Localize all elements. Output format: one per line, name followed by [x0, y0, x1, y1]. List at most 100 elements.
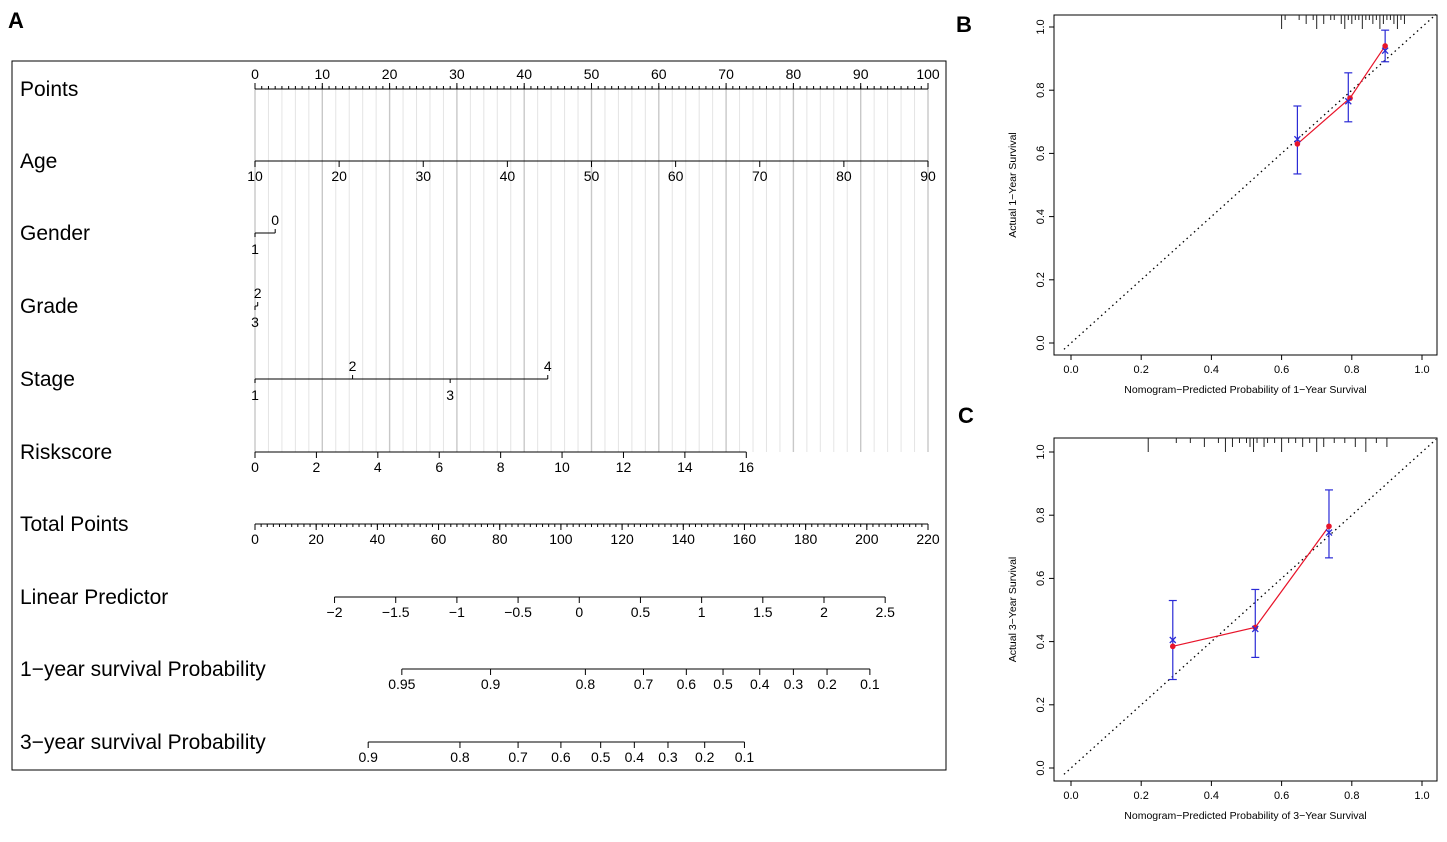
- tick-label: 30: [415, 168, 431, 184]
- tick-label: 0.1: [735, 749, 755, 765]
- tick-label: 0: [251, 459, 259, 475]
- plot-frame: [1053, 14, 1438, 356]
- tick-label: 40: [500, 168, 516, 184]
- x-tick-label: 0.4: [1204, 790, 1219, 802]
- nomogram-row: Riskscore 0 2 4 6 8 10 12 14 16: [20, 441, 754, 475]
- tick-label: 0.1: [860, 676, 880, 692]
- tick-label: 180: [794, 531, 818, 547]
- tick-label: 0.95: [388, 676, 415, 692]
- category-level-label: 1: [251, 387, 259, 403]
- category-level-label: 2: [254, 285, 262, 301]
- tick-label: 0.8: [450, 749, 470, 765]
- tick-label: 100: [916, 66, 940, 82]
- observed-point: [1252, 624, 1259, 631]
- tick-label: 0.7: [634, 676, 654, 692]
- corrected-point: [1325, 529, 1333, 537]
- tick-label: 0.3: [784, 676, 804, 692]
- tick-label: 2.5: [875, 604, 895, 620]
- tick-label: 0.4: [750, 676, 770, 692]
- tick-label: −2: [327, 604, 343, 620]
- tick-label: 0.2: [817, 676, 837, 692]
- y-tick-label: 0.0: [1035, 760, 1047, 775]
- tick-label: 140: [672, 531, 696, 547]
- tick-label: 0.8: [576, 676, 596, 692]
- nomogram-row: Stage 1 2 3 4: [20, 358, 552, 403]
- tick-label: 30: [449, 66, 465, 82]
- tick-label: 220: [916, 531, 940, 547]
- tick-label: 2: [820, 604, 828, 620]
- row-label: Grade: [20, 295, 78, 318]
- y-tick-label: 0.8: [1035, 508, 1047, 523]
- observed-line: [1297, 45, 1386, 145]
- tick-label: −1: [449, 604, 465, 620]
- observed-point: [1294, 141, 1301, 147]
- tick-label: 8: [497, 459, 505, 475]
- category-level-label: 2: [349, 358, 357, 374]
- row-label: Stage: [20, 368, 75, 391]
- category-level-label: 3: [251, 314, 259, 330]
- x-axis-label: Nomogram−Predicted Probability of 1−Year…: [1124, 384, 1366, 396]
- nomogram-row: Total Points 0 20 40 60 80 100 120 140 160 180 200 2…: [20, 513, 940, 547]
- tick-label: 0.4: [625, 749, 645, 765]
- panel-label-a: A: [8, 8, 24, 33]
- tick-label: 70: [718, 66, 734, 82]
- category-level-label: 4: [544, 358, 552, 374]
- corrected-point: [1293, 135, 1301, 143]
- tick-label: 70: [752, 168, 768, 184]
- row-label: Points: [20, 78, 78, 101]
- tick-label: 4: [374, 459, 382, 475]
- tick-label: 80: [492, 531, 508, 547]
- x-tick-label: 0.8: [1344, 790, 1359, 802]
- tick-label: 12: [616, 459, 632, 475]
- tick-label: −1.5: [382, 604, 410, 620]
- nomogram-row: Age 10 20 30 40 50 60 70 80 90: [20, 150, 936, 184]
- tick-label: 10: [315, 66, 331, 82]
- observed-line: [1172, 525, 1330, 647]
- tick-label: 40: [516, 66, 532, 82]
- nomogram-row: Points 0 10 20 30 40 50 60 70 80 90 100: [20, 66, 940, 101]
- corrected-point: [1169, 636, 1177, 644]
- x-axis-label: Nomogram−Predicted Probability of 3−Year…: [1124, 810, 1366, 822]
- tick-label: 2: [313, 459, 321, 475]
- nomogram-gridlines: [254, 89, 929, 452]
- row-label: Total Points: [20, 513, 129, 536]
- y-tick-label: 0.2: [1035, 697, 1047, 712]
- tick-label: 0: [251, 66, 259, 82]
- tick-label: 0.6: [551, 749, 571, 765]
- row-label: Linear Predictor: [20, 586, 168, 609]
- x-tick-label: 0.0: [1063, 790, 1078, 802]
- tick-label: 60: [431, 531, 447, 547]
- y-tick-label: 1.0: [1035, 19, 1047, 34]
- nomogram-row: Linear Predictor −2 −1.5 −1 −0.5 0 0.5 1 1.5 2 2.5: [20, 586, 895, 620]
- x-tick-label: 0.8: [1344, 364, 1359, 376]
- row-label: 1−year survival Probability: [20, 658, 266, 681]
- category-level-label: 3: [446, 387, 454, 403]
- tick-label: 40: [370, 531, 386, 547]
- corrected-point: [1251, 625, 1259, 633]
- tick-label: 0: [575, 604, 583, 620]
- y-tick-label: 0.2: [1035, 272, 1047, 287]
- tick-label: 16: [739, 459, 755, 475]
- tick-label: 20: [331, 168, 347, 184]
- tick-label: 200: [855, 531, 879, 547]
- tick-label: 0.2: [695, 749, 715, 765]
- corrected-point: [1344, 97, 1352, 105]
- nomogram-row: 3−year survival Probability 0.9 0.8 0.7 0.6 0…: [20, 731, 754, 765]
- tick-label: 0.7: [508, 749, 528, 765]
- tick-label: 0.6: [677, 676, 697, 692]
- y-axis-label: Actual 1−Year Survival: [1007, 132, 1019, 238]
- tick-label: 50: [584, 168, 600, 184]
- y-tick-label: 0.6: [1035, 571, 1047, 586]
- observed-point: [1382, 43, 1388, 49]
- tick-label: 0.9: [481, 676, 501, 692]
- y-tick-label: 0.6: [1035, 146, 1047, 161]
- tick-label: 100: [549, 531, 573, 547]
- tick-label: 80: [786, 66, 802, 82]
- tick-label: 0.5: [713, 676, 733, 692]
- corrected-point: [1381, 47, 1389, 55]
- tick-label: 120: [610, 531, 634, 547]
- tick-label: 0.9: [358, 749, 378, 765]
